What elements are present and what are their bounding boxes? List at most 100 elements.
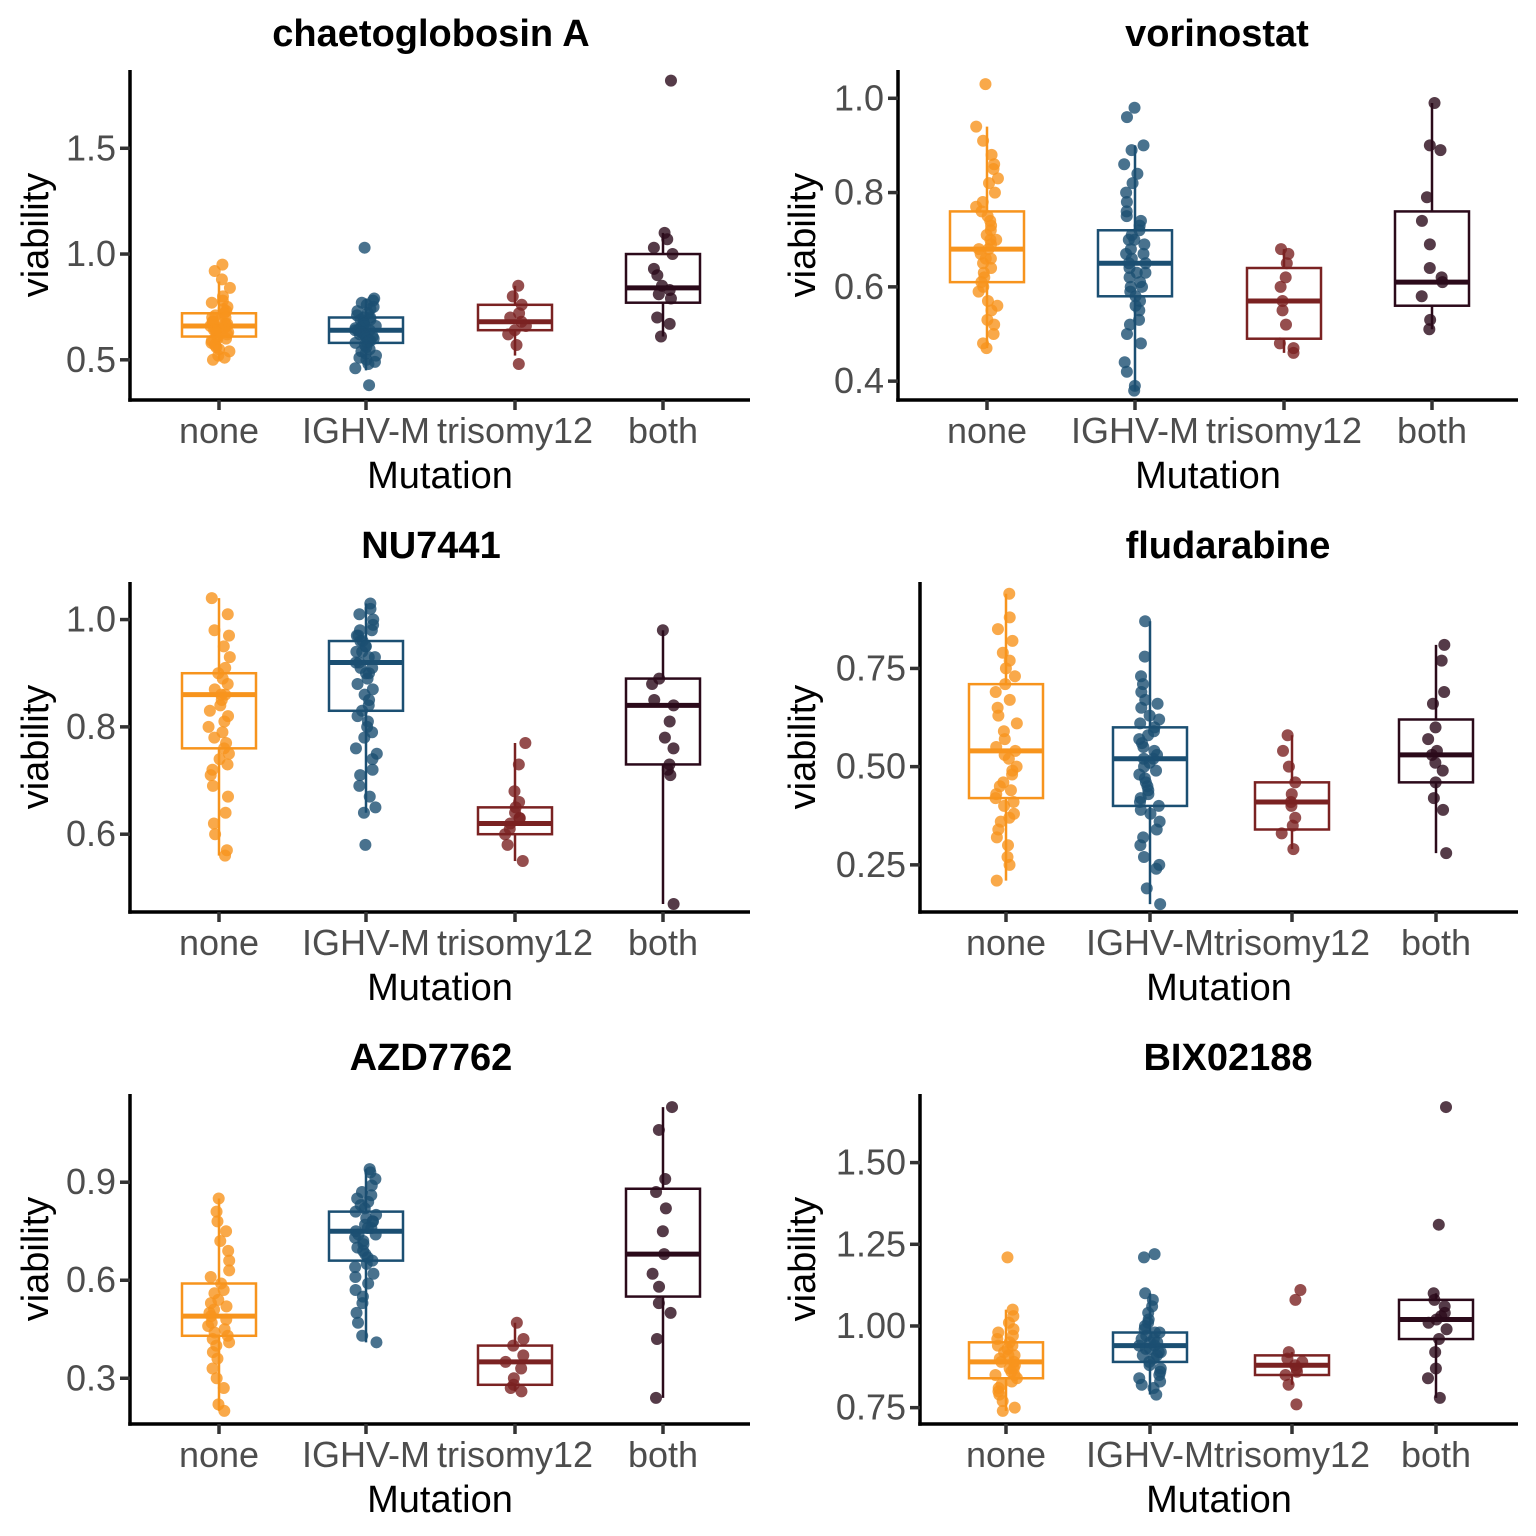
data-point [990, 741, 1003, 753]
data-point [656, 624, 669, 637]
data-point [1123, 271, 1136, 284]
data-point [1154, 898, 1167, 911]
y-axis-title: viability [15, 1197, 57, 1322]
x-axis-title: Mutation [367, 455, 513, 497]
data-point [1123, 318, 1136, 331]
group-none [967, 587, 1045, 887]
data-point [351, 710, 364, 723]
data-point [361, 1221, 374, 1234]
data-point [1423, 262, 1436, 274]
group-both [1397, 1101, 1475, 1404]
group-ighv-m [327, 597, 405, 851]
data-point [202, 720, 215, 733]
y-tick-label: 0.5 [66, 339, 116, 380]
x-tick-label: both [628, 410, 698, 451]
data-point [992, 709, 1005, 722]
x-tick-label: IGHV-M [1071, 410, 1199, 451]
data-point [513, 812, 526, 825]
data-point [349, 1205, 362, 1218]
data-point [502, 328, 515, 341]
data-point [350, 1306, 363, 1319]
data-point [1138, 238, 1151, 251]
data-point [667, 742, 680, 755]
data-point [1140, 882, 1153, 895]
data-point [221, 677, 234, 690]
data-point [1426, 697, 1439, 710]
x-tick-label: none [179, 1434, 259, 1475]
data-point [208, 731, 221, 744]
data-point [220, 332, 233, 345]
data-point [361, 672, 374, 685]
data-point [995, 1355, 1008, 1368]
data-point [362, 1277, 375, 1290]
x-tick-label: both [1401, 1434, 1471, 1475]
data-point [1424, 313, 1437, 326]
data-point [663, 317, 676, 330]
data-point [1279, 318, 1292, 331]
data-point [358, 1202, 371, 1215]
panel-title: chaetoglobosin A [272, 13, 589, 55]
data-point [651, 269, 664, 282]
data-point [1002, 752, 1015, 765]
y-tick-label: 0.50 [836, 746, 906, 787]
data-point [222, 629, 235, 642]
data-point [664, 1306, 677, 1319]
data-point [664, 292, 677, 305]
data-point [1139, 615, 1152, 628]
panel-vorinostat: vorinostat 0.4 0.6 0.8 1.0 none IGHV-M trisomy1… [782, 13, 1518, 497]
data-point [1138, 650, 1151, 663]
data-point [1434, 144, 1447, 157]
data-point [1003, 587, 1016, 600]
data-point [1134, 717, 1147, 730]
data-point [1139, 266, 1152, 279]
group-ighv-m [1096, 101, 1174, 397]
data-point [1420, 191, 1433, 204]
data-point [349, 1270, 362, 1283]
data-point [646, 677, 659, 690]
data-point [649, 1391, 662, 1404]
data-point [223, 281, 236, 294]
data-point [362, 358, 375, 371]
data-point [1437, 803, 1450, 816]
y-tick-label: 0.75 [836, 1387, 906, 1428]
data-point [504, 311, 517, 324]
x-axis-title: Mutation [367, 967, 513, 1009]
data-point [989, 792, 1002, 805]
data-point [211, 1352, 224, 1365]
data-point [203, 704, 216, 717]
data-point [1427, 792, 1440, 805]
y-tick-label: 1.0 [66, 233, 116, 274]
data-point [353, 608, 366, 621]
data-point [510, 1316, 523, 1329]
data-point [658, 1248, 671, 1261]
data-point [204, 769, 217, 782]
data-point [222, 1244, 235, 1257]
data-point [519, 319, 532, 332]
x-tick-label: both [1401, 922, 1471, 963]
x-tick-label: IGHV-M [302, 1434, 430, 1475]
data-point [1134, 803, 1147, 816]
data-point [1125, 144, 1138, 157]
data-point [1421, 1372, 1434, 1385]
data-point [991, 623, 1004, 636]
data-point [215, 273, 228, 286]
data-point [222, 747, 235, 760]
data-point [1001, 1251, 1014, 1264]
data-point [1428, 97, 1441, 109]
data-point [1422, 1316, 1435, 1329]
data-point [1429, 1346, 1442, 1359]
data-point [1433, 1333, 1446, 1346]
data-point [369, 801, 382, 814]
data-point [516, 855, 529, 868]
data-point [664, 74, 677, 87]
x-tick-label: none [947, 410, 1027, 451]
data-point [1007, 796, 1020, 808]
group-both [624, 74, 702, 343]
y-tick-label: 0.25 [836, 844, 906, 885]
data-point [1290, 1365, 1303, 1378]
data-point [1279, 1368, 1292, 1381]
x-tick-label: trisomy12 [1214, 922, 1370, 963]
data-point [1422, 733, 1435, 746]
data-point [1415, 214, 1428, 227]
